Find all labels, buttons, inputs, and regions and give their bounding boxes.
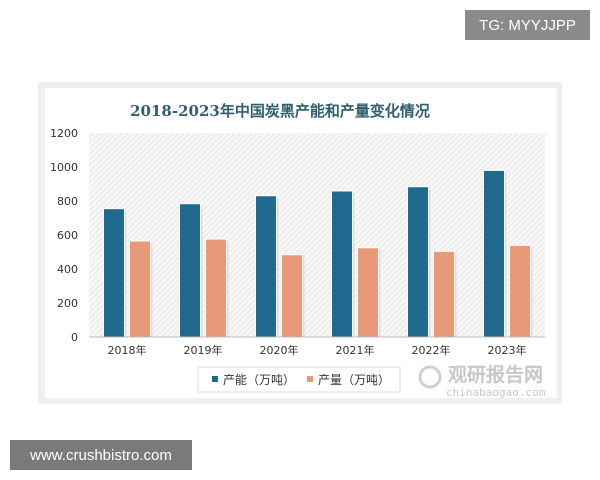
x-tick-label: 2020年 xyxy=(260,343,299,357)
bar-capacity-0 xyxy=(103,208,125,338)
y-tick-label: 0 xyxy=(71,331,78,344)
bar-output-0 xyxy=(129,240,151,338)
y-tick-label: 200 xyxy=(57,297,78,310)
legend-label: 产能（万吨） xyxy=(223,373,295,387)
legend-swatch xyxy=(307,376,313,382)
chart-title: 2018-2023年中国炭黑产能和产量变化情况 xyxy=(130,102,430,120)
watermark: 观研报告网 chinabaogao.com xyxy=(418,363,546,399)
x-tick-label: 2018年 xyxy=(108,343,147,357)
x-tick-label: 2022年 xyxy=(412,343,451,357)
legend-swatch xyxy=(212,376,218,382)
bar-capacity-3 xyxy=(331,190,353,338)
bar-output-2 xyxy=(281,254,303,338)
bar-output-1 xyxy=(205,238,227,338)
bar-capacity-5 xyxy=(483,169,505,338)
tg-label: TG: MYYJJPP xyxy=(465,10,590,40)
legend-box xyxy=(197,366,401,393)
y-tick-label: 1200 xyxy=(50,127,78,140)
y-tick-label: 1000 xyxy=(50,161,78,174)
x-tick-label: 2021年 xyxy=(336,343,375,357)
y-tick-label: 400 xyxy=(57,263,78,276)
plot-area xyxy=(89,133,545,337)
legend-label: 产量（万吨） xyxy=(318,373,390,387)
bar-output-4 xyxy=(433,250,455,338)
bar-capacity-2 xyxy=(255,195,277,338)
bar-output-5 xyxy=(509,244,531,338)
watermark-domain: chinabaogao.com xyxy=(446,386,546,399)
x-tick-label: 2023年 xyxy=(488,343,527,357)
bar-capacity-1 xyxy=(179,203,201,338)
watermark-logo-icon xyxy=(418,365,442,389)
bar-capacity-4 xyxy=(407,186,429,338)
y-tick-label: 800 xyxy=(57,195,78,208)
bar-output-3 xyxy=(357,247,379,338)
site-label: www.crushbistro.com xyxy=(10,440,192,470)
watermark-name: 观研报告网 xyxy=(448,363,543,386)
x-tick-label: 2019年 xyxy=(184,343,223,357)
y-tick-label: 600 xyxy=(57,229,78,242)
